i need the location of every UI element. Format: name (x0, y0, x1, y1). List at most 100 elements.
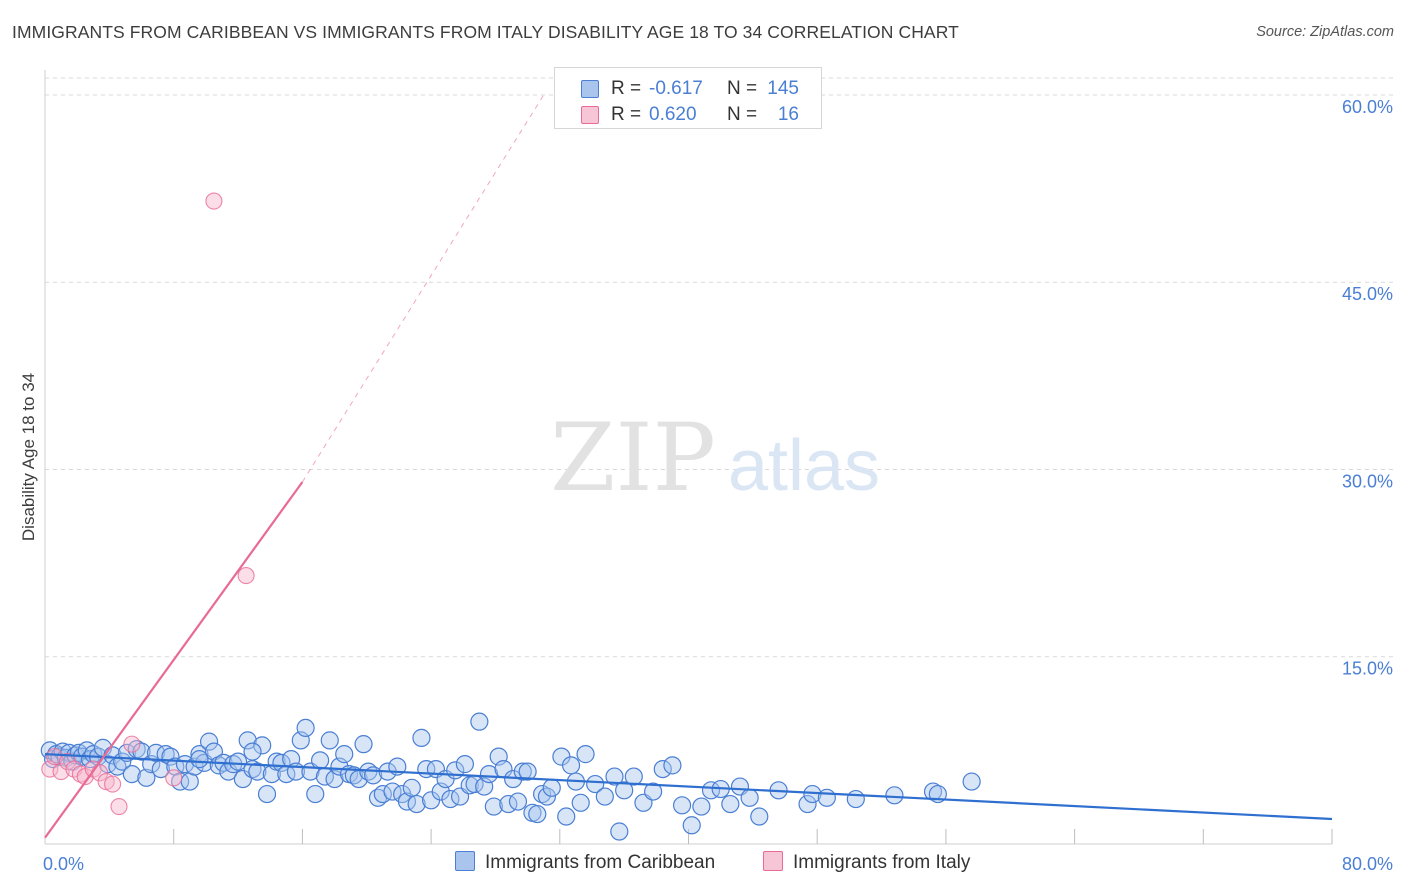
caribbean-point (605, 767, 624, 786)
caribbean-point (199, 732, 219, 751)
legend-r-value: 0.620 (649, 104, 697, 125)
caribbean-point (209, 756, 228, 775)
caribbean-point (701, 781, 721, 800)
italy-point (104, 775, 122, 793)
legend-label: Immigrants from Caribbean (485, 852, 716, 873)
legend-swatch-blue (455, 851, 475, 871)
legend-swatch-pink (763, 851, 783, 871)
caribbean-point (354, 735, 373, 754)
caribbean-point (817, 788, 836, 807)
italy-point (165, 769, 183, 787)
legend-n-value: 145 (767, 78, 799, 99)
caribbean-point (484, 797, 503, 816)
caribbean-point (508, 792, 528, 811)
caribbean-point (595, 787, 614, 806)
italy-point (123, 735, 141, 753)
legend-swatch-pink (581, 106, 599, 124)
italy-point (71, 765, 89, 783)
caribbean-point (692, 797, 711, 816)
caribbean-point (190, 750, 209, 769)
caribbean-point (561, 756, 581, 775)
italy-trend-line (44, 481, 304, 839)
watermark-zip: ZIP (550, 404, 716, 513)
legend-swatch-blue (581, 80, 599, 98)
caribbean-point (122, 764, 141, 784)
x-tick-label: 0.0% (43, 854, 84, 874)
caribbean-point (320, 731, 339, 750)
caribbean-point (542, 778, 561, 797)
caribbean-point (238, 731, 257, 750)
caribbean-point (455, 755, 474, 774)
caribbean-point (412, 728, 431, 747)
legend-item-italy[interactable]: Immigrants from Italy (763, 851, 970, 874)
caribbean-point (470, 712, 489, 731)
caribbean-point (233, 769, 252, 789)
caribbean-point (923, 782, 943, 801)
legend-row-caribbean: R = -0.617 N = 145 (555, 76, 821, 102)
caribbean-point (257, 784, 277, 804)
legend-n-value: 16 (777, 104, 799, 125)
caribbean-point (663, 756, 682, 775)
trend-lines (44, 94, 1333, 839)
italy-point (110, 797, 128, 816)
caribbean-point (610, 822, 629, 841)
caribbean-point (885, 786, 904, 805)
caribbean-point (653, 759, 672, 779)
legend-r-value: -0.617 (649, 78, 703, 99)
caribbean-point (296, 718, 315, 738)
caribbean-point (537, 787, 557, 806)
series-legend: Immigrants from Caribbean Immigrants fro… (0, 851, 1406, 881)
italy-point (205, 192, 223, 210)
italy-trend-extension (301, 94, 545, 483)
legend-item-caribbean[interactable]: Immigrants from Caribbean (455, 851, 715, 874)
caribbean-point (146, 743, 166, 762)
caribbean-point (624, 767, 643, 786)
tick-labels: 15.0% 30.0% 45.0% 60.0% 0.0% 80.0% (43, 97, 1393, 874)
caribbean-trend-line (44, 753, 1333, 821)
legend-label: Immigrants from Italy (793, 852, 971, 873)
caribbean-point (576, 745, 595, 764)
caribbean-point (407, 794, 426, 814)
caribbean-point (479, 764, 499, 784)
caribbean-point (571, 793, 590, 812)
caribbean-point (335, 745, 354, 764)
caribbean-point (248, 762, 267, 781)
caribbean-point (682, 816, 701, 835)
caribbean-point (310, 751, 330, 770)
y-tick-label: 15.0% (1342, 659, 1393, 679)
caribbean-point (533, 784, 552, 804)
legend-n-label: N = (727, 78, 758, 99)
caribbean-point (253, 736, 272, 755)
caribbean-point (798, 794, 817, 814)
caribbean-point (846, 789, 865, 809)
caribbean-point (615, 781, 634, 800)
italy-point (52, 763, 70, 781)
legend-n-label: N = (727, 104, 758, 125)
caribbean-point (127, 740, 146, 759)
italy-point (46, 748, 64, 766)
caribbean-point (740, 788, 759, 807)
caribbean-point (228, 752, 248, 771)
caribbean-point (513, 762, 532, 781)
caribbean-point (84, 745, 103, 764)
source-credit: Source: ZipAtlas.com (1256, 24, 1394, 40)
caribbean-point (557, 807, 576, 826)
caribbean-point (156, 745, 175, 764)
legend-r-label: R = (611, 104, 642, 125)
watermark: ZIP atlas (550, 404, 880, 513)
italy-point (237, 567, 255, 585)
caribbean-point (721, 794, 740, 814)
y-tick-label: 45.0% (1342, 284, 1393, 304)
watermark-atlas: atlas (728, 426, 880, 506)
y-tick-label: 30.0% (1342, 471, 1393, 491)
caribbean-point (750, 807, 769, 826)
caribbean-points (40, 712, 981, 841)
caribbean-point (962, 772, 981, 791)
correlation-legend: R = -0.617 N = 145 R = 0.620 N = 16 (554, 67, 822, 129)
caribbean-point (518, 762, 537, 781)
caribbean-point (306, 784, 325, 804)
caribbean-point (402, 778, 421, 797)
x-tick-label: 80.0% (1342, 854, 1393, 874)
legend-row-italy: R = 0.620 N = 16 (555, 102, 821, 128)
caribbean-point (528, 804, 547, 824)
